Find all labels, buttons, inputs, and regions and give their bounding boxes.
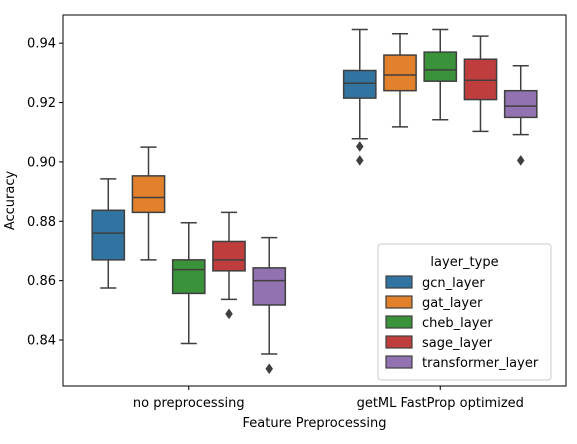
- x-tick-label: getML FastProp optimized: [357, 396, 524, 411]
- box-gat_layer: [383, 32, 417, 128]
- y-tick-label: 0.92: [27, 96, 56, 111]
- box-transformer_layer: [252, 236, 287, 375]
- x-axis-ticks: no preprocessing getML FastProp optimized: [133, 386, 524, 411]
- iqr-box: [212, 240, 246, 272]
- outlier-point: [355, 141, 364, 152]
- legend-swatch-cheb_layer: [385, 315, 413, 329]
- box-gcn_layer: [91, 178, 126, 289]
- y-axis-label: Accuracy: [3, 171, 18, 231]
- iqr-box: [171, 259, 206, 295]
- box-transformer_layer: [503, 65, 538, 166]
- x-tick-label: no preprocessing: [133, 396, 245, 411]
- y-tick-label: 0.94: [27, 37, 56, 52]
- y-tick-label: 0.88: [27, 215, 56, 230]
- outlier-point: [355, 154, 364, 166]
- legend-swatch-gat_layer: [385, 295, 413, 309]
- legend-box: [377, 243, 552, 381]
- legend: layer_type gcn_layer gat_layer cheb_layersa…: [377, 243, 552, 381]
- legend-swatch-transformer_layer: [385, 355, 413, 369]
- outlier-point: [516, 154, 525, 166]
- iqr-box: [131, 175, 166, 214]
- iqr-box: [342, 69, 377, 99]
- axes-frame: [62, 14, 567, 387]
- iqr-box: [463, 58, 498, 101]
- y-tick-label: 0.90: [27, 155, 56, 170]
- y-axis-ticks: 0.84 0.86 0.88 0.90 0.92 0.94: [27, 37, 63, 348]
- box-sage_layer: [463, 35, 498, 133]
- legend-swatch-gcn_layer: [385, 275, 413, 289]
- legend-title: layer_type: [430, 255, 498, 270]
- legend-swatch-sage_layer: [385, 335, 413, 349]
- outlier-point: [265, 363, 274, 375]
- y-tick-label: 0.84: [27, 333, 56, 348]
- legend-label-cheb_layer: cheb_layer: [422, 316, 493, 331]
- legend-label-gcn_layer: gcn_layer: [422, 276, 485, 291]
- legend-label-transformer_layer: transformer_layer: [422, 356, 539, 371]
- box-gcn_layer: [342, 28, 377, 166]
- iqr-box: [91, 209, 126, 261]
- plot-area-border: [62, 14, 567, 387]
- box-cheb_layer: [171, 222, 206, 345]
- y-tick-label: 0.86: [27, 274, 56, 289]
- iqr-box: [423, 51, 458, 82]
- legend-label-sage_layer: sage_layer: [422, 336, 493, 351]
- iqr-box: [252, 267, 287, 306]
- iqr-box: [383, 54, 417, 92]
- box-groups: [91, 28, 538, 375]
- box-cheb_layer: [423, 28, 458, 121]
- box-sage_layer: [212, 211, 246, 320]
- x-axis-label: Feature Preprocessing: [243, 416, 387, 431]
- iqr-box: [503, 89, 538, 119]
- legend-label-gat_layer: gat_layer: [422, 296, 483, 311]
- box-gat_layer: [131, 146, 166, 261]
- outlier-point: [225, 308, 233, 320]
